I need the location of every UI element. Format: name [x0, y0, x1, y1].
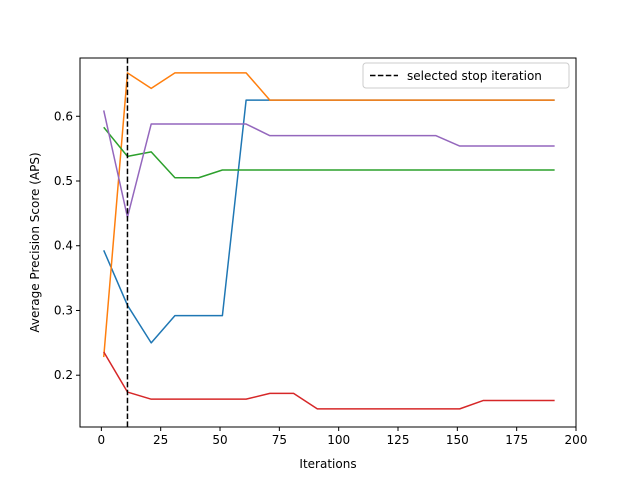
ticks: 0 25 50 75 100 125 150 175 200 0.2 0.3 0.4 0.5 0.6: [54, 109, 588, 447]
series-line-4: [103, 351, 555, 410]
plot-area: [102, 58, 555, 427]
series-line-2: [102, 72, 555, 358]
x-tick-label: 25: [153, 433, 168, 447]
axes: [79, 57, 577, 428]
y-tick-label: 0.2: [54, 368, 73, 382]
x-tick-label: 100: [327, 433, 350, 447]
series-line-3: [103, 126, 555, 179]
x-tick-label: 50: [212, 433, 227, 447]
y-tick-label: 0.4: [54, 239, 73, 253]
x-tick-label: 125: [387, 433, 410, 447]
x-tick-label: 150: [446, 433, 469, 447]
x-tick-label: 75: [272, 433, 287, 447]
series-line-1: [103, 99, 555, 344]
y-tick-label: 0.5: [54, 174, 73, 188]
x-tick-label: 0: [98, 433, 106, 447]
y-tick-label: 0.3: [54, 303, 73, 317]
axes-frame: [79, 57, 577, 428]
legend-box: [362, 62, 570, 89]
x-axis-label: Iterations: [299, 457, 356, 471]
y-axis-label: Average Precision Score (APS): [28, 152, 42, 332]
x-tick-label: 175: [505, 433, 528, 447]
y-tick-label: 0.6: [54, 109, 73, 123]
series-line-5: [102, 110, 555, 218]
legend-label-stop-iteration: selected stop iteration: [407, 69, 542, 83]
legend: selected stop iteration: [362, 62, 570, 89]
x-tick-label: 200: [565, 433, 588, 447]
